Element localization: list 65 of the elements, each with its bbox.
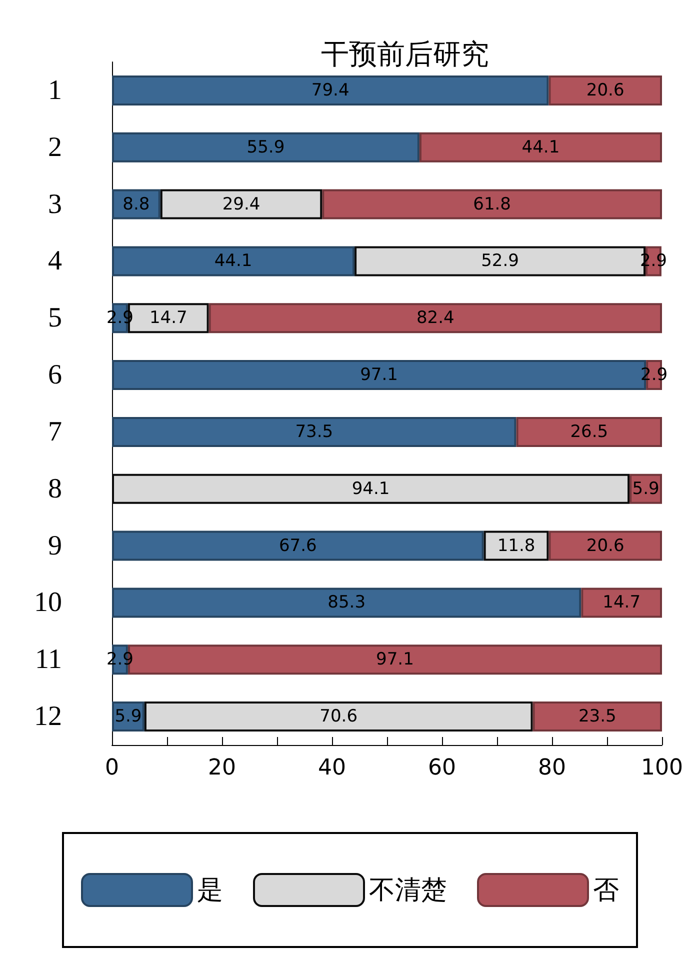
data-label: 26.5 <box>570 422 608 442</box>
y-tick-label: 11 <box>35 644 62 676</box>
data-label: 70.6 <box>320 706 358 727</box>
bar <box>532 702 662 732</box>
data-label: 20.6 <box>586 536 624 556</box>
data-label: 52.9 <box>481 251 519 272</box>
bar <box>581 588 662 618</box>
y-tick-label: 5 <box>48 302 62 334</box>
y-tick-label: 9 <box>48 530 62 562</box>
data-label: 55.9 <box>246 137 285 158</box>
data-label: 44.1 <box>214 251 252 272</box>
data-label: 14.7 <box>149 308 188 328</box>
x-tick-label: 100 <box>641 756 683 780</box>
data-label: 44.1 <box>522 137 560 158</box>
y-tick-label: 3 <box>48 188 62 220</box>
legend-label: 是 <box>197 876 223 904</box>
data-label: 82.4 <box>416 308 454 328</box>
data-label: 67.6 <box>278 536 317 556</box>
y-tick-label: 12 <box>34 701 62 732</box>
data-label: 29.4 <box>222 194 260 214</box>
bar <box>419 132 662 162</box>
data-label: 20.6 <box>586 80 624 100</box>
x-tick-label: 20 <box>208 756 236 780</box>
data-label: 11.8 <box>497 536 536 556</box>
x-tick-label: 80 <box>538 756 566 780</box>
bar <box>112 246 355 276</box>
data-label: 79.4 <box>311 80 350 100</box>
y-tick-label: 6 <box>48 360 62 391</box>
bar <box>322 189 662 220</box>
data-label: 97.1 <box>376 650 414 670</box>
bar <box>112 588 582 618</box>
data-label: 14.7 <box>602 592 641 613</box>
legend-label: 不清楚 <box>369 876 447 904</box>
bar <box>160 189 322 220</box>
data-label: 61.8 <box>473 194 511 214</box>
chart-title: 干预前后研究 <box>321 40 489 70</box>
data-label: 97.1 <box>360 365 398 386</box>
data-label: 85.3 <box>328 592 366 613</box>
bar <box>144 702 533 732</box>
data-label: 94.1 <box>352 478 390 499</box>
bar <box>112 75 549 106</box>
y-tick-label: 10 <box>34 587 62 618</box>
data-label: 8.8 <box>122 194 150 214</box>
data-label: 5.9 <box>114 706 142 727</box>
bar <box>548 75 662 106</box>
x-tick-label: 40 <box>318 756 346 780</box>
bar <box>208 303 662 334</box>
legend-label: 否 <box>593 876 619 904</box>
bar <box>112 530 484 561</box>
y-tick-label: 7 <box>48 416 62 448</box>
data-label: 5.9 <box>632 478 660 499</box>
y-tick-label: 1 <box>48 74 62 106</box>
bar <box>484 530 549 561</box>
data-label: 73.5 <box>295 422 334 442</box>
y-tick-label: 4 <box>48 246 62 277</box>
data-label: 23.5 <box>578 706 616 727</box>
y-tick-label: 8 <box>48 473 62 504</box>
bar <box>112 416 516 447</box>
bar <box>112 132 420 162</box>
bar <box>516 416 662 447</box>
x-tick-label: 0 <box>105 756 119 780</box>
x-tick-label: 60 <box>428 756 456 780</box>
y-tick-label: 2 <box>48 132 62 163</box>
bar <box>548 530 662 561</box>
bar <box>112 189 160 220</box>
